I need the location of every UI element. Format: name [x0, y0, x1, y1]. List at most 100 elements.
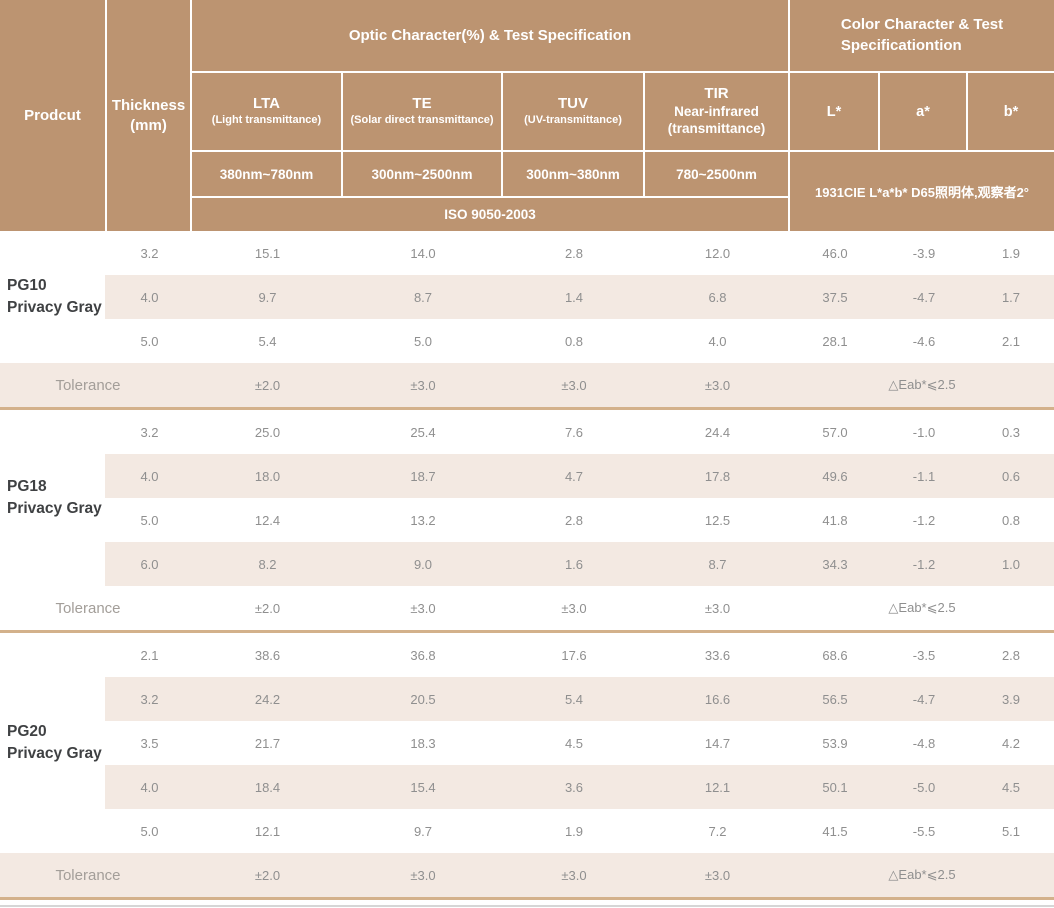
value-cell: 68.6	[822, 647, 848, 663]
value-cell: 1.7	[1001, 289, 1021, 305]
thickness-cell: 4.0	[140, 468, 159, 484]
value-cell: 1.6	[564, 556, 584, 572]
tolerance-color-cell: △Eab*⩽2.5	[888, 867, 956, 882]
column-header-lta: LTA (Light transmittance)	[192, 73, 341, 150]
value-cell: 15.4	[410, 779, 436, 795]
value-cell: 4.2	[1001, 735, 1021, 751]
value-cell: 34.3	[822, 556, 848, 572]
thickness-cell: 4.0	[140, 779, 159, 795]
tolerance-value-cell: ±2.0	[254, 377, 281, 393]
tolerance-label: Tolerance	[55, 376, 121, 394]
value-cell: -5.5	[912, 823, 936, 839]
value-cell: 0.6	[1001, 468, 1021, 484]
data-row: 3.2 25.0 25.4 7.6 24.4 57.0 -1.0 0.3	[0, 410, 1054, 454]
optic-section-header: Optic Character(%) & Test Specification	[192, 0, 788, 71]
column-desc: (transmittance)	[667, 120, 766, 136]
value-cell: -5.0	[912, 779, 936, 795]
product-group-pg20: 2.1 38.6 36.8 17.6 33.6 68.6 -3.5 2.8 3.2 24.2 20.…	[0, 633, 1054, 900]
value-cell: 1.0	[1001, 556, 1021, 572]
tolerance-value-cell: ±3.0	[704, 600, 731, 616]
value-cell: -3.5	[912, 647, 936, 663]
value-cell: 17.6	[561, 647, 587, 663]
value-cell: 18.3	[410, 735, 436, 751]
value-cell: 2.8	[564, 245, 584, 261]
thickness-cell: 5.0	[140, 333, 159, 349]
value-cell: 46.0	[822, 245, 848, 261]
data-row: 4.0 9.7 8.7 1.4 6.8 37.5 -4.7 1.7	[0, 275, 1054, 319]
tolerance-color-cell: △Eab*⩽2.5	[888, 600, 956, 615]
value-cell: 0.8	[564, 333, 584, 349]
tolerance-value-cell: ±2.0	[254, 600, 281, 616]
product-name-line2: Privacy Gray	[7, 500, 102, 517]
value-cell: 49.6	[822, 468, 848, 484]
value-cell: 50.1	[822, 779, 848, 795]
value-cell: 53.9	[822, 735, 848, 751]
value-cell: 41.8	[822, 512, 848, 528]
thickness-cell: 3.5	[140, 735, 159, 751]
value-cell: 9.7	[258, 289, 277, 305]
thickness-cell: 2.1	[140, 647, 159, 663]
column-desc: (UV-transmittance)	[524, 114, 622, 126]
tolerance-label: Tolerance	[55, 599, 121, 617]
value-cell: 18.0	[254, 468, 281, 484]
value-cell: 4.5	[564, 735, 584, 751]
value-cell: 1.9	[564, 823, 584, 839]
color-section-header-line2: Specificationtion	[840, 36, 962, 54]
data-row: 3.5 21.7 18.3 4.5 14.7 53.9 -4.8 4.2	[0, 721, 1054, 765]
tolerance-value-cell: ±3.0	[561, 377, 587, 393]
value-cell: 9.0	[413, 556, 433, 572]
data-row: 4.0 18.0 18.7 4.7 17.8 49.6 -1.1 0.6	[0, 454, 1054, 498]
value-cell: 9.7	[413, 823, 433, 839]
wavelength-range-lta: 380nm~780nm	[192, 152, 341, 196]
value-cell: 33.6	[704, 647, 731, 663]
value-cell: 15.1	[254, 245, 281, 261]
product-group-pg10: 3.2 15.1 14.0 2.8 12.0 46.0 -3.9 1.9 4.0 9.7 8.7 1.…	[0, 231, 1054, 410]
tolerance-value-cell: ±2.0	[254, 867, 281, 883]
tolerance-row: Tolerance ±2.0 ±3.0 ±3.0 ±3.0 △Eab*⩽2.5	[0, 363, 1054, 407]
color-section-header: Color Character & Test Specificationtion	[790, 0, 1054, 71]
tolerance-row: Tolerance ±2.0 ±3.0 ±3.0 ±3.0 △Eab*⩽2.5	[0, 853, 1054, 897]
value-cell: 21.7	[254, 735, 281, 751]
value-cell: 1.9	[1001, 245, 1021, 261]
value-cell: 5.4	[564, 691, 584, 707]
value-cell: 2.8	[1001, 647, 1021, 663]
value-cell: 25.0	[254, 424, 281, 440]
data-row: 5.0 5.4 5.0 0.8 4.0 28.1 -4.6 2.1	[0, 319, 1054, 363]
value-cell: 4.0	[708, 333, 727, 349]
thickness-header-line2: (mm)	[130, 116, 167, 134]
thickness-header-line1: Thickness	[111, 97, 186, 114]
tolerance-value-cell: ±3.0	[410, 377, 436, 393]
value-cell: 36.8	[410, 647, 436, 663]
value-cell: 56.5	[822, 691, 848, 707]
value-cell: 16.6	[704, 691, 731, 707]
value-cell: 12.5	[704, 512, 731, 528]
product-name: PG20 Privacy Gray	[7, 633, 102, 853]
wavelength-range-tuv: 300nm~380nm	[503, 152, 643, 196]
value-cell: 6.8	[708, 289, 727, 305]
value-cell: 12.1	[704, 779, 731, 795]
product-name-line2: Privacy Gray	[7, 745, 102, 762]
thickness-cell: 4.0	[140, 289, 159, 305]
value-cell: 37.5	[822, 289, 848, 305]
wavelength-range-te: 300nm~2500nm	[343, 152, 501, 196]
tolerance-value-cell: ±3.0	[561, 600, 587, 616]
cie-colorimetry-note: 1931CIE L*a*b* D65照明体,观察者2°	[790, 152, 1054, 231]
thickness-cell: 5.0	[140, 512, 159, 528]
tolerance-label: Tolerance	[55, 866, 121, 884]
value-cell: 3.6	[564, 779, 584, 795]
value-cell: -4.7	[912, 289, 936, 305]
column-header-tuv: TUV (UV-transmittance)	[503, 73, 643, 150]
thickness-cell: 3.2	[140, 691, 159, 707]
product-name-line1: PG20	[7, 722, 47, 740]
thickness-cell: 3.2	[140, 424, 159, 440]
value-cell: 57.0	[822, 424, 848, 440]
column-abbr: LTA	[253, 95, 280, 113]
column-header-bstar: b*	[968, 73, 1054, 150]
product-group-pg18: 3.2 25.0 25.4 7.6 24.4 57.0 -1.0 0.3 4.0 18.0 18.7…	[0, 410, 1054, 633]
thickness-cell: 6.0	[140, 556, 159, 572]
value-cell: 5.1	[1001, 823, 1021, 839]
product-name: PG10 Privacy Gray	[7, 231, 102, 363]
value-cell: 1.4	[564, 289, 584, 305]
value-cell: -1.0	[912, 424, 936, 440]
value-cell: 0.8	[1001, 512, 1021, 528]
